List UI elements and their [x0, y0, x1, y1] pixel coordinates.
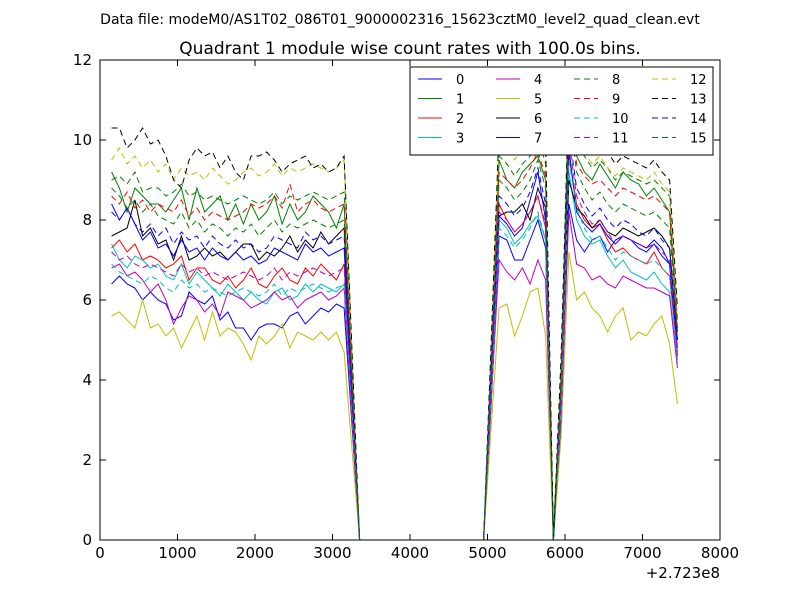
legend-label-14: 14	[690, 112, 707, 127]
legend-label-13: 13	[690, 93, 707, 108]
y-tick-label: 10	[73, 131, 92, 149]
legend-label-12: 12	[690, 73, 707, 88]
x-offset-label: +2.723e8	[646, 564, 720, 582]
series-line-13	[111, 99, 678, 540]
x-tick-label: 0	[95, 544, 105, 562]
x-tick-label: 8000	[701, 544, 739, 562]
ticks-layer: 0 1000 2000 3000 4000 5000 6000 7000 80000246810…	[73, 51, 739, 562]
x-tick-label: 2000	[236, 544, 274, 562]
x-tick-label: 6000	[546, 544, 584, 562]
legend-frame	[409, 66, 714, 156]
y-tick-label: 6	[82, 291, 92, 309]
legend-label-10: 10	[612, 112, 629, 127]
series-line-14	[111, 131, 678, 540]
legend-label-15: 15	[690, 132, 707, 147]
legend-label-4: 4	[534, 73, 542, 88]
y-tick-label: 4	[82, 371, 92, 389]
y-tick-label: 12	[73, 51, 92, 69]
x-tick-label: 3000	[313, 544, 351, 562]
legend-label-5: 5	[534, 93, 542, 108]
series-line-5	[111, 251, 678, 540]
series-line-1	[111, 87, 678, 540]
legend-label-8: 8	[612, 73, 620, 88]
chart-title: Quadrant 1 module wise count rates with …	[179, 39, 640, 59]
series-line-7	[111, 147, 678, 540]
series-line-3	[111, 171, 678, 540]
series-line-2	[111, 155, 678, 540]
y-tick-label: 0	[82, 531, 92, 549]
legend-label-2: 2	[456, 112, 464, 127]
suptitle: Data file: modeM0/AS1T02_086T01_90000023…	[100, 12, 700, 28]
legend-label-0: 0	[456, 73, 464, 88]
legend-label-7: 7	[534, 132, 542, 147]
y-tick-label: 2	[82, 451, 92, 469]
x-tick-label: 1000	[158, 544, 196, 562]
series-line-4	[111, 211, 678, 540]
x-tick-label: 5000	[468, 544, 506, 562]
legend-label-9: 9	[612, 93, 620, 108]
legend-label-6: 6	[534, 112, 542, 127]
x-tick-label: 7000	[623, 544, 661, 562]
series-line-0	[111, 203, 678, 540]
series-line-11	[111, 139, 678, 540]
x-tick-label: 4000	[391, 544, 429, 562]
series-line-10	[111, 159, 678, 540]
legend-label-1: 1	[456, 93, 464, 108]
y-tick-label: 8	[82, 211, 92, 229]
series-line-6	[111, 179, 678, 540]
series-line-15	[111, 107, 678, 540]
legend-label-3: 3	[456, 132, 464, 147]
legend-label-11: 11	[612, 132, 629, 147]
series-line-9	[111, 99, 678, 540]
